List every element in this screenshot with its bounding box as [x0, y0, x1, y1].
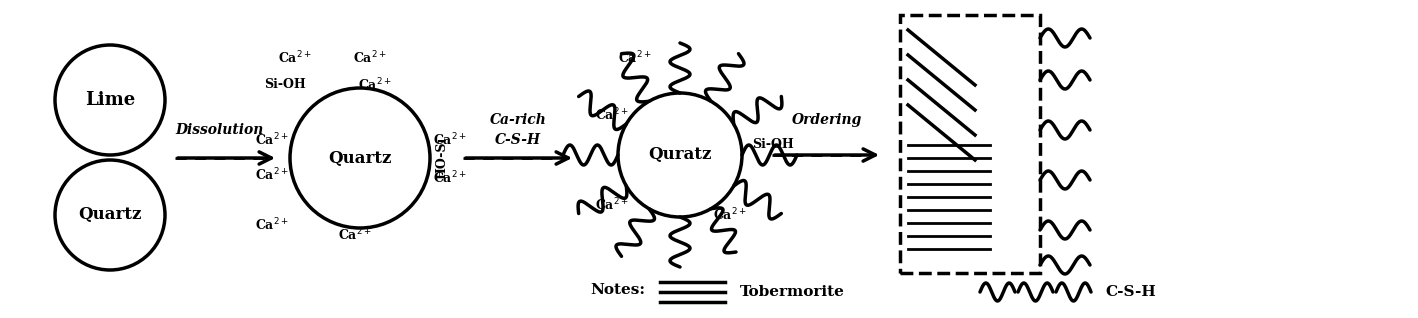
Text: Dissolution: Dissolution: [176, 123, 264, 137]
Text: Ca$^{2+}$: Ca$^{2+}$: [255, 132, 289, 148]
Text: Si-OH: Si-OH: [752, 139, 794, 151]
Text: Quratz: Quratz: [648, 147, 712, 163]
Text: Ca$^{2+}$: Ca$^{2+}$: [618, 50, 652, 66]
Text: Ca-rich: Ca-rich: [489, 113, 546, 127]
Text: Quartz: Quartz: [78, 206, 142, 224]
Text: Ca$^{2+}$: Ca$^{2+}$: [432, 132, 467, 148]
Text: Ca$^{2+}$: Ca$^{2+}$: [432, 170, 467, 186]
Text: C-S-H: C-S-H: [1105, 285, 1156, 299]
Text: Ca$^{2+}$: Ca$^{2+}$: [278, 50, 312, 66]
Text: C-S-H: C-S-H: [495, 133, 542, 147]
Text: Tobermorite: Tobermorite: [740, 285, 845, 299]
Text: Ca$^{2+}$: Ca$^{2+}$: [596, 107, 630, 123]
Text: Ca$^{2+}$: Ca$^{2+}$: [359, 77, 391, 93]
Text: Quartz: Quartz: [329, 149, 391, 167]
Text: Ca$^{2+}$: Ca$^{2+}$: [353, 50, 387, 66]
Text: Ca$^{2+}$: Ca$^{2+}$: [255, 217, 289, 233]
Text: Ca$^{2+}$: Ca$^{2+}$: [596, 197, 630, 213]
Text: Ca$^{2+}$: Ca$^{2+}$: [713, 207, 747, 223]
Text: Ca$^{2+}$: Ca$^{2+}$: [337, 227, 372, 243]
Text: Ca$^{2+}$: Ca$^{2+}$: [255, 167, 289, 183]
Bar: [900, 15, 1039, 273]
Text: Notes:: Notes:: [590, 283, 645, 297]
Text: Ordering: Ordering: [791, 113, 862, 127]
Text: Lime: Lime: [85, 91, 135, 109]
Text: HO-Si: HO-Si: [435, 137, 448, 179]
Text: Si-OH: Si-OH: [264, 79, 306, 92]
